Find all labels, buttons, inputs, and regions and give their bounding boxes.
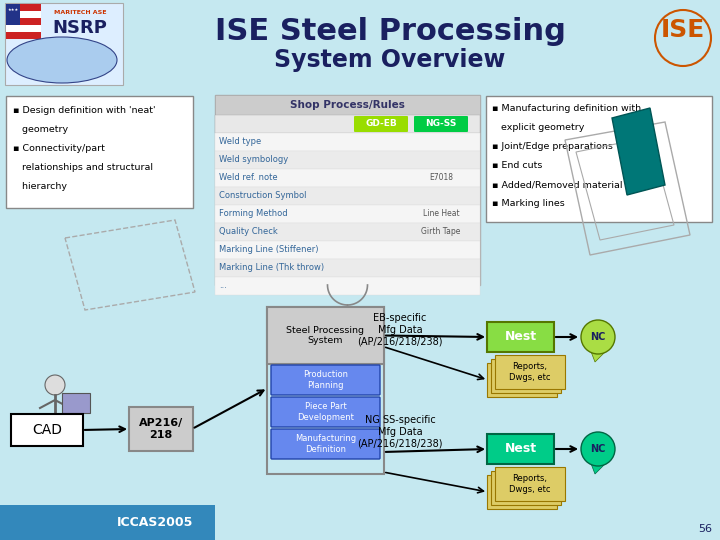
Text: ▪ Manufacturing definition with: ▪ Manufacturing definition with: [492, 104, 641, 113]
Text: ▪ Joint/Edge preparations: ▪ Joint/Edge preparations: [492, 142, 613, 151]
Text: System Overview: System Overview: [274, 48, 505, 72]
Text: E7018: E7018: [429, 173, 453, 183]
FancyBboxPatch shape: [129, 407, 193, 451]
FancyBboxPatch shape: [491, 359, 561, 393]
FancyBboxPatch shape: [215, 187, 480, 205]
Text: ...: ...: [219, 281, 227, 291]
FancyBboxPatch shape: [6, 4, 20, 25]
FancyBboxPatch shape: [487, 475, 557, 509]
Text: Quality Check: Quality Check: [219, 227, 278, 237]
Polygon shape: [590, 461, 606, 474]
Text: Marking Line (Stiffener): Marking Line (Stiffener): [219, 246, 318, 254]
Text: Production
Planning: Production Planning: [303, 370, 348, 390]
Text: Weld ref. note: Weld ref. note: [219, 173, 278, 183]
FancyBboxPatch shape: [495, 467, 565, 501]
FancyBboxPatch shape: [354, 116, 408, 132]
FancyBboxPatch shape: [6, 11, 41, 18]
Text: ▪ Design definition with 'neat': ▪ Design definition with 'neat': [13, 106, 156, 115]
Text: Nest: Nest: [505, 442, 536, 456]
FancyBboxPatch shape: [215, 169, 480, 187]
Text: relationships and structural: relationships and structural: [13, 163, 153, 172]
Ellipse shape: [7, 37, 117, 83]
FancyBboxPatch shape: [271, 429, 380, 459]
Text: NG-SS: NG-SS: [426, 119, 456, 129]
FancyBboxPatch shape: [6, 32, 41, 39]
FancyBboxPatch shape: [414, 116, 468, 132]
Text: Construction Symbol: Construction Symbol: [219, 192, 307, 200]
Text: Girth Tape: Girth Tape: [421, 227, 461, 237]
FancyBboxPatch shape: [11, 414, 83, 446]
Text: NC: NC: [590, 444, 606, 454]
FancyBboxPatch shape: [6, 4, 41, 11]
FancyBboxPatch shape: [487, 363, 557, 397]
FancyBboxPatch shape: [215, 277, 480, 295]
Polygon shape: [590, 349, 606, 362]
Circle shape: [45, 375, 65, 395]
Text: Weld type: Weld type: [219, 138, 261, 146]
Text: Weld symbology: Weld symbology: [219, 156, 288, 165]
Text: CAD: CAD: [32, 423, 62, 437]
Text: 56: 56: [698, 524, 712, 534]
FancyBboxPatch shape: [215, 205, 480, 223]
FancyBboxPatch shape: [215, 241, 480, 259]
FancyBboxPatch shape: [6, 18, 41, 25]
FancyBboxPatch shape: [215, 259, 480, 277]
Text: ISE Steel Processing: ISE Steel Processing: [215, 17, 565, 46]
FancyBboxPatch shape: [215, 95, 480, 115]
Text: ICCAS2005: ICCAS2005: [117, 516, 193, 529]
FancyBboxPatch shape: [215, 95, 480, 285]
Text: Marking Line (Thk throw): Marking Line (Thk throw): [219, 264, 324, 273]
FancyBboxPatch shape: [215, 151, 480, 169]
Text: ▪ Added/Removed material: ▪ Added/Removed material: [492, 180, 623, 189]
Text: Steel Processing
System: Steel Processing System: [287, 326, 364, 345]
Text: Reports,
Dwgs, etc: Reports, Dwgs, etc: [509, 362, 551, 382]
FancyBboxPatch shape: [271, 397, 380, 427]
Text: NSRP: NSRP: [53, 19, 107, 37]
FancyBboxPatch shape: [215, 133, 480, 151]
FancyBboxPatch shape: [5, 3, 123, 85]
Text: hierarchy: hierarchy: [13, 182, 67, 191]
Circle shape: [581, 320, 615, 354]
FancyBboxPatch shape: [495, 355, 565, 389]
FancyBboxPatch shape: [487, 434, 554, 464]
Text: MARITECH ASE: MARITECH ASE: [54, 10, 107, 15]
FancyBboxPatch shape: [491, 471, 561, 505]
Text: AP216/
218: AP216/ 218: [139, 418, 183, 440]
FancyBboxPatch shape: [62, 393, 90, 413]
FancyBboxPatch shape: [267, 307, 384, 364]
FancyBboxPatch shape: [487, 322, 554, 352]
Text: Piece Part
Development: Piece Part Development: [297, 402, 354, 422]
Text: ▪ Connectivity/part: ▪ Connectivity/part: [13, 144, 105, 153]
Text: ▪ End cuts: ▪ End cuts: [492, 161, 542, 170]
Text: GD-EB: GD-EB: [365, 119, 397, 129]
Text: ▪ Marking lines: ▪ Marking lines: [492, 199, 564, 208]
Text: Forming Method: Forming Method: [219, 210, 287, 219]
FancyBboxPatch shape: [271, 365, 380, 395]
FancyBboxPatch shape: [0, 505, 215, 540]
FancyBboxPatch shape: [215, 223, 480, 241]
Text: Reports,
Dwgs, etc: Reports, Dwgs, etc: [509, 474, 551, 494]
FancyBboxPatch shape: [6, 96, 193, 208]
Text: EB-specific
Mfg Data
(AP/216/218/238): EB-specific Mfg Data (AP/216/218/238): [357, 313, 443, 346]
FancyBboxPatch shape: [6, 25, 41, 32]
Text: Line Heat: Line Heat: [423, 210, 459, 219]
Text: ISE: ISE: [661, 18, 705, 42]
Text: NC: NC: [590, 332, 606, 342]
Polygon shape: [612, 108, 665, 195]
Text: ★★★: ★★★: [8, 8, 19, 12]
Text: Nest: Nest: [505, 330, 536, 343]
Text: geometry: geometry: [13, 125, 68, 134]
FancyBboxPatch shape: [215, 115, 480, 133]
Text: explicit geometry: explicit geometry: [492, 123, 585, 132]
FancyBboxPatch shape: [486, 96, 712, 222]
Text: NG SS-specific
Mfg Data
(AP/216/218/238): NG SS-specific Mfg Data (AP/216/218/238): [357, 415, 443, 448]
Circle shape: [581, 432, 615, 466]
Text: Shop Process/Rules: Shop Process/Rules: [290, 100, 405, 110]
Text: Manufacturing
Definition: Manufacturing Definition: [295, 434, 356, 454]
